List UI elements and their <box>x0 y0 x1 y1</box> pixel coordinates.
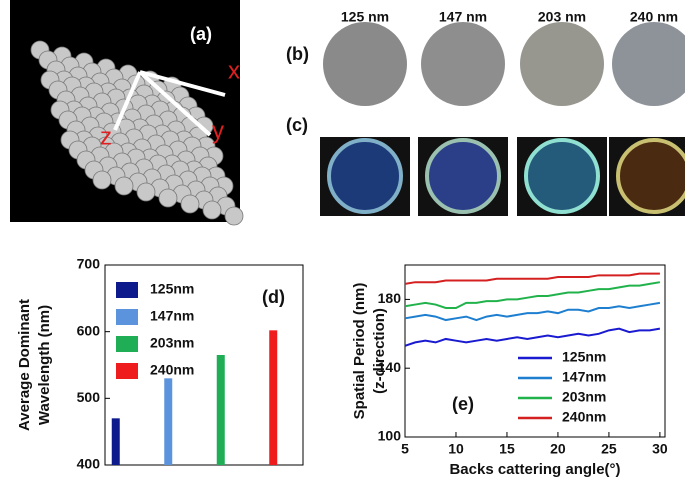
axis-x-label: x <box>228 57 240 84</box>
y-tick-label: 500 <box>77 389 101 405</box>
y-tick-label: 140 <box>378 359 402 375</box>
sample-images <box>320 22 685 216</box>
sem-disk <box>612 22 685 106</box>
x-tick-label: 30 <box>652 441 668 457</box>
bar <box>216 355 225 465</box>
y-tick-label: 700 <box>77 256 101 272</box>
panel-label: (d) <box>262 287 285 307</box>
y-tick-label: 180 <box>378 290 402 306</box>
plot-frame <box>404 264 666 438</box>
panel-label: (e) <box>452 394 474 414</box>
sem-disk <box>421 22 505 106</box>
panel-label: (a) <box>190 24 212 44</box>
bar <box>164 378 173 465</box>
legend-label: 147nm <box>562 369 606 385</box>
legend-swatch <box>116 309 138 325</box>
sem-disk <box>520 22 604 106</box>
axis-title: Spatial Period (nm) <box>351 283 368 420</box>
legend-label: 240nm <box>562 409 606 425</box>
series-line <box>404 301 661 322</box>
legend-label: 203nm <box>150 335 194 351</box>
sphere <box>92 170 112 190</box>
size-label: 125 nm <box>341 9 389 25</box>
y-tick-label: 400 <box>77 456 101 472</box>
axis-title: (z-direction) <box>371 308 388 394</box>
x-tick-label: 25 <box>601 441 617 457</box>
series-line <box>404 272 660 285</box>
sphere <box>158 188 178 208</box>
legend-swatch <box>116 363 138 379</box>
x-tick-label: 5 <box>401 441 409 457</box>
axis-title: Wavelength (nm) <box>36 305 53 425</box>
axis-title: Average Dominant <box>16 299 33 431</box>
legend-label: 240nm <box>150 362 194 378</box>
bar <box>111 418 120 465</box>
axis-arrows <box>113 70 226 137</box>
sphere <box>114 176 134 196</box>
axis-z-label: z <box>100 123 112 150</box>
y-tick-label: 100 <box>378 428 402 444</box>
y-tick-label: 600 <box>77 322 101 338</box>
sphere <box>202 200 222 220</box>
legend-label: 147nm <box>150 308 194 324</box>
optical-disk <box>425 138 501 214</box>
x-tick-label: 20 <box>550 441 566 457</box>
legend-label: 125nm <box>562 349 606 365</box>
panel-label: (b) <box>286 44 309 64</box>
legend-label: 125nm <box>150 281 194 297</box>
bar <box>269 330 278 465</box>
series-line <box>404 281 661 309</box>
plot-frame <box>104 264 304 466</box>
optical-disk <box>327 138 403 214</box>
axis-title: Backs cattering angle(°) <box>449 461 620 478</box>
axis-y-label: y <box>212 117 224 144</box>
sphere <box>224 206 244 226</box>
panel-label: (c) <box>286 115 308 135</box>
legend-swatch <box>116 282 138 298</box>
sphere <box>136 182 156 202</box>
optical-disk <box>524 138 600 214</box>
optical-disk <box>616 138 685 214</box>
size-label: 147 nm <box>439 9 487 25</box>
legend-label: 203nm <box>562 389 606 405</box>
series-line <box>404 327 661 347</box>
legend-swatch <box>116 336 138 352</box>
size-label: 240 nm <box>630 9 678 25</box>
x-tick-label: 10 <box>448 441 464 457</box>
size-label: 203 nm <box>538 9 586 25</box>
sphere <box>180 194 200 214</box>
x-tick-label: 15 <box>499 441 515 457</box>
sem-disk <box>323 22 407 106</box>
